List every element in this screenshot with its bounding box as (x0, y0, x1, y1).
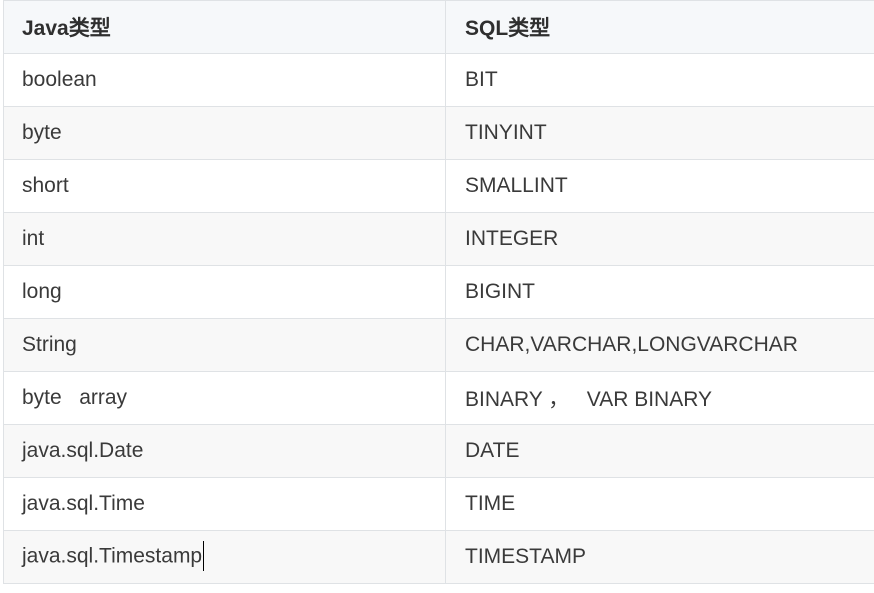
table-row: byte array BINARY ， VAR BINARY (3, 371, 874, 425)
sql-type-cell: TIME (445, 477, 874, 531)
type-mapping-table: Java类型 SQL类型 boolean BIT byte TINYINT sh… (3, 0, 874, 584)
table-row: String CHAR,VARCHAR,LONGVARCHAR (3, 318, 874, 372)
sql-type-cell: DATE (445, 424, 874, 478)
sql-type-cell: INTEGER (445, 212, 874, 266)
header-java-type: Java类型 (3, 0, 446, 54)
java-type-cell: byte (3, 106, 446, 160)
sql-type-cell: BINARY ， VAR BINARY (445, 371, 874, 425)
text-cursor (203, 541, 205, 571)
table-row: short SMALLINT (3, 159, 874, 213)
java-type-cell-editing[interactable]: java.sql.Timestamp (3, 530, 446, 584)
table-row: java.sql.Timestamp TIMESTAMP (3, 530, 874, 584)
java-type-text: java.sql.Timestamp (22, 544, 203, 568)
type-mapping-table-container: Java类型 SQL类型 boolean BIT byte TINYINT sh… (3, 0, 874, 593)
sql-type-cell: TINYINT (445, 106, 874, 160)
table-row: java.sql.Time TIME (3, 477, 874, 531)
table-header-row: Java类型 SQL类型 (3, 0, 874, 54)
java-type-cell: boolean (3, 53, 446, 107)
java-type-cell: byte array (3, 371, 446, 425)
java-type-cell: int (3, 212, 446, 266)
header-sql-type: SQL类型 (445, 0, 874, 54)
table-row: int INTEGER (3, 212, 874, 266)
table-row: java.sql.Date DATE (3, 424, 874, 478)
java-type-cell: java.sql.Time (3, 477, 446, 531)
java-type-cell: String (3, 318, 446, 372)
java-type-cell: short (3, 159, 446, 213)
sql-type-cell: BIT (445, 53, 874, 107)
table-row: long BIGINT (3, 265, 874, 319)
java-type-cell: long (3, 265, 446, 319)
sql-type-cell: CHAR,VARCHAR,LONGVARCHAR (445, 318, 874, 372)
java-type-cell: java.sql.Date (3, 424, 446, 478)
sql-type-cell: SMALLINT (445, 159, 874, 213)
sql-type-cell: TIMESTAMP (445, 530, 874, 584)
sql-type-cell: BIGINT (445, 265, 874, 319)
table-row: byte TINYINT (3, 106, 874, 160)
table-row: boolean BIT (3, 53, 874, 107)
